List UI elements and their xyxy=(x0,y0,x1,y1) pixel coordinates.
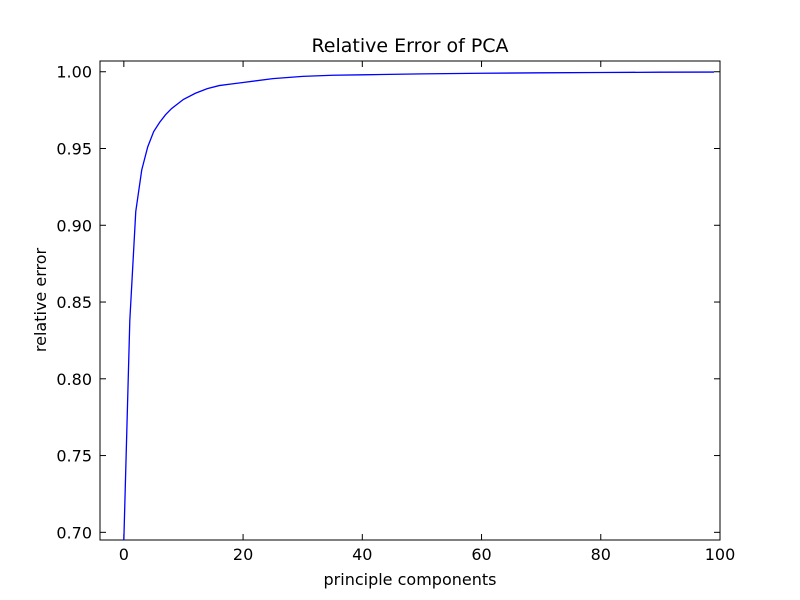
y-tick-label: 1.00 xyxy=(56,63,92,82)
x-axis-label: principle components xyxy=(324,570,497,589)
chart-title: Relative Error of PCA xyxy=(311,35,508,57)
x-tick-label: 100 xyxy=(705,545,736,564)
x-tick-label: 60 xyxy=(471,545,491,564)
y-tick-label: 0.85 xyxy=(56,293,92,312)
y-tick-label: 0.80 xyxy=(56,370,92,389)
tick-layer: 0 20 40 60 80 100 0.70 0.75 0.80 0.85 0.90 0.95 1.00 xyxy=(56,61,735,564)
series-line xyxy=(123,71,715,541)
x-tick-label: 80 xyxy=(591,545,611,564)
series-layer xyxy=(123,71,715,541)
x-tick-label: 20 xyxy=(233,545,253,564)
y-tick-label: 0.90 xyxy=(56,216,92,235)
y-tick-label: 0.95 xyxy=(56,140,92,159)
x-tick-label: 40 xyxy=(352,545,372,564)
plot-area xyxy=(99,60,721,541)
y-tick-label: 0.70 xyxy=(56,523,92,542)
y-axis-label: relative error xyxy=(31,247,50,352)
y-tick-label: 0.75 xyxy=(56,447,92,466)
x-tick-label: 0 xyxy=(119,545,129,564)
